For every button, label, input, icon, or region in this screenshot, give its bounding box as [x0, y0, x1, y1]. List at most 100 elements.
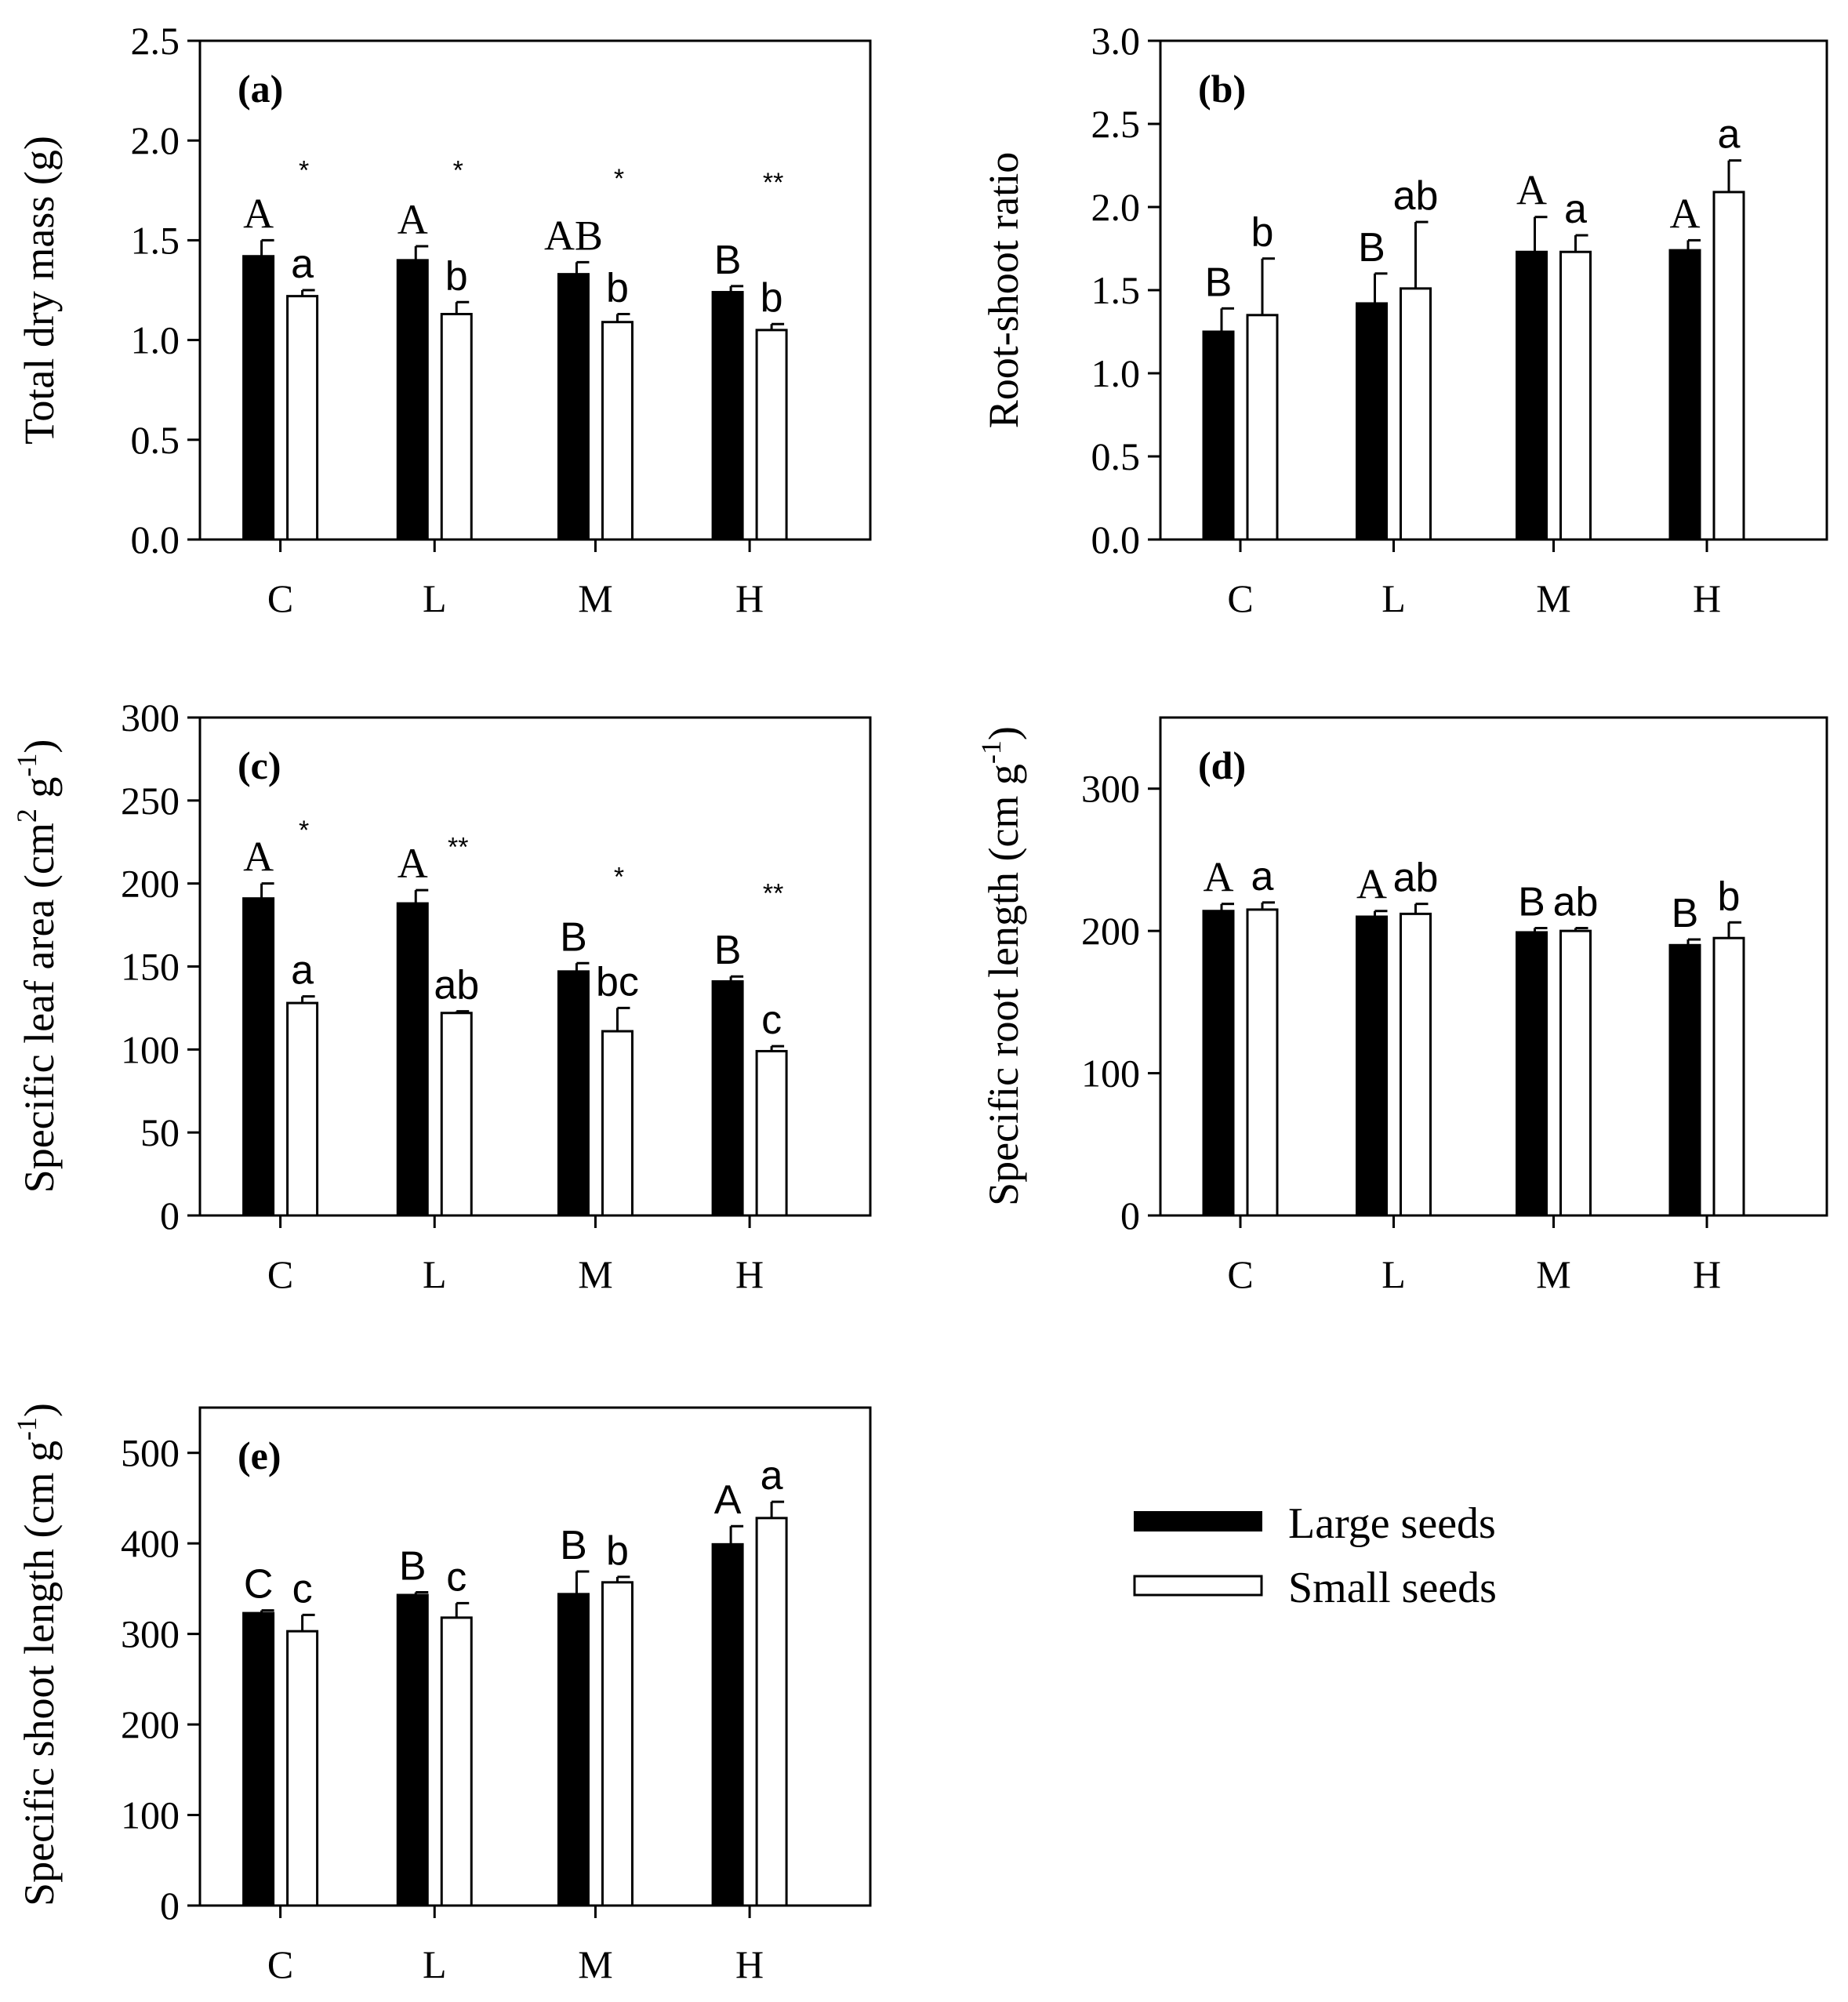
y-axis-title: Specific root length (cm g-1) — [975, 726, 1027, 1206]
significance-letter: b — [1251, 210, 1274, 256]
significance-letter: a — [1564, 187, 1587, 232]
significance-star: ** — [763, 879, 783, 909]
y-axis-title-text-end: ) — [980, 726, 1027, 740]
significance-letter: B — [560, 1523, 587, 1568]
y-tick-label: 1.0 — [1091, 351, 1141, 395]
legend: Large seeds Small seeds — [1133, 1499, 1497, 1612]
significance-letter: b — [1718, 874, 1741, 919]
x-tick-label: L — [423, 1942, 447, 1986]
y-axis-title-text-mid: g — [16, 777, 63, 809]
significance-letter: A — [714, 1477, 742, 1523]
bar-small-seeds-C — [286, 295, 319, 541]
x-tick-label: M — [578, 1252, 612, 1296]
bar-small-seeds-M — [1559, 929, 1592, 1217]
x-tick-label: C — [267, 1942, 293, 1986]
significance-letter: A — [1670, 190, 1701, 237]
significance-star: * — [299, 816, 309, 845]
bar-large-seeds-L — [396, 259, 429, 541]
bar-small-seeds-L — [440, 1012, 473, 1217]
bar-small-seeds-C — [1246, 314, 1279, 541]
panel-a: 0.0 0.5 1.0 1.5 2.0 2.5 Total dry mass (g) (a) C… — [16, 19, 872, 620]
y-axis-title-superscript: 2 — [11, 808, 42, 823]
bar-large-seeds-C — [242, 897, 275, 1217]
bar-small-seeds-H — [755, 1049, 788, 1217]
panel-label: (a) — [238, 67, 283, 111]
y-tick-label: 150 — [121, 945, 180, 989]
y-tick-label: 300 — [1081, 767, 1140, 811]
x-tick-label: C — [1227, 1252, 1253, 1296]
bar-large-seeds-M — [1516, 250, 1548, 541]
significance-letter: A — [1516, 167, 1547, 214]
y-tick-label: 1.5 — [1091, 268, 1141, 312]
x-tick-label: H — [735, 576, 764, 620]
bar-small-seeds-M — [601, 1030, 634, 1217]
significance-letter: c — [446, 1554, 467, 1600]
y-tick-label: 0.0 — [1091, 518, 1141, 561]
significance-star: * — [453, 156, 463, 186]
significance-star: ** — [448, 832, 468, 862]
y-axis-title-text: Total dry mass (g) — [16, 136, 63, 445]
bar-large-seeds-L — [1356, 302, 1388, 541]
y-tick-label: 2.5 — [1091, 102, 1141, 146]
significance-letter: A — [398, 196, 428, 243]
y-axis-title-superscript: -1 — [11, 754, 42, 777]
significance-letter: B — [714, 238, 742, 283]
legend-swatch-large-seeds — [1134, 1511, 1262, 1531]
significance-letter: A — [243, 190, 274, 237]
y-tick-label: 250 — [121, 779, 180, 823]
panel-c: 0 50 100 150 200 250 300 Specific leaf area (cm… — [11, 696, 872, 1296]
significance-letter: a — [291, 948, 314, 994]
x-tick-label: H — [735, 1252, 764, 1296]
y-axis-title-text-end: ) — [16, 1403, 63, 1417]
y-tick-label: 1.5 — [131, 218, 180, 262]
bar-large-seeds-H — [711, 291, 744, 541]
significance-letter: b — [606, 266, 629, 311]
y-axis-title: Total dry mass (g) — [16, 136, 63, 445]
bar-large-seeds-H — [711, 1542, 744, 1907]
significance-letter: b — [761, 275, 783, 321]
bar-small-seeds-C — [1246, 908, 1279, 1217]
plot-frame — [198, 1406, 872, 1907]
panel-label: (d) — [1198, 743, 1246, 787]
significance-letter: ab — [434, 963, 479, 1008]
y-tick-label: 200 — [121, 862, 180, 906]
y-tick-label: 3.0 — [1091, 19, 1141, 63]
bar-large-seeds-H — [1668, 249, 1701, 541]
bar-large-seeds-C — [242, 255, 275, 541]
y-tick-label: 100 — [121, 1027, 180, 1071]
bar-large-seeds-C — [242, 1611, 275, 1907]
bar-small-seeds-M — [1559, 250, 1592, 541]
x-tick-label: M — [1536, 1252, 1570, 1296]
x-tick-label: C — [267, 576, 293, 620]
x-tick-label: H — [735, 1942, 764, 1986]
significance-letter: B — [1358, 225, 1385, 271]
significance-letter: B — [714, 928, 742, 973]
x-tick-label: H — [1693, 576, 1721, 620]
y-tick-label: 500 — [121, 1431, 180, 1475]
panel-d: 0 100 200 300 Specific root length (cm g-1) (… — [975, 716, 1828, 1296]
y-axis-title-text-end: ) — [16, 739, 63, 754]
y-tick-label: 0 — [160, 1194, 180, 1237]
panel-label: (b) — [1198, 67, 1246, 111]
y-tick-label: 0.0 — [131, 518, 180, 561]
significance-letter: ab — [1393, 856, 1439, 901]
x-tick-label: L — [423, 576, 447, 620]
y-axis-title: Specific shoot length (cm g-1) — [11, 1403, 63, 1906]
legend-label-large-seeds: Large seeds — [1288, 1499, 1496, 1548]
x-tick-label: M — [1536, 576, 1570, 620]
significance-letter: c — [761, 997, 782, 1043]
significance-letter: ab — [1393, 173, 1439, 219]
significance-star: * — [614, 863, 624, 892]
bar-large-seeds-M — [557, 1593, 590, 1907]
significance-letter: a — [761, 1453, 783, 1499]
bar-small-seeds-L — [1400, 287, 1432, 541]
significance-letter: b — [445, 253, 468, 299]
panel-label: (c) — [238, 743, 281, 787]
significance-letter: A — [398, 840, 428, 887]
x-tick-label: M — [578, 1942, 612, 1986]
x-tick-label: L — [423, 1252, 447, 1296]
bar-small-seeds-L — [440, 313, 473, 541]
bar-large-seeds-M — [1516, 931, 1548, 1217]
bar-large-seeds-L — [396, 902, 429, 1217]
